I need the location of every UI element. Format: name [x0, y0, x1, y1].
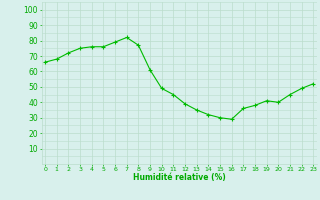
- X-axis label: Humidité relative (%): Humidité relative (%): [133, 173, 226, 182]
